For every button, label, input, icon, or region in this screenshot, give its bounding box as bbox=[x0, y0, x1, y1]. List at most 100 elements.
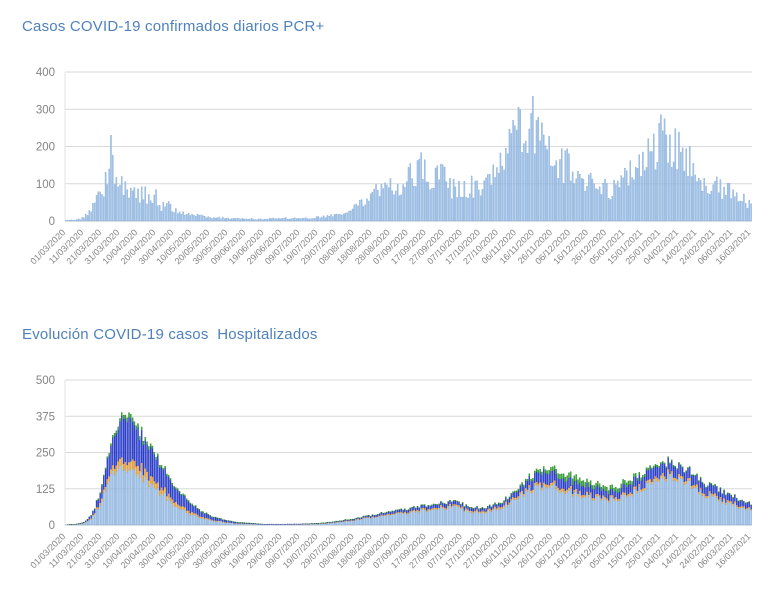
bar-segment-pcr_positive_daily bbox=[157, 205, 159, 222]
bar-segment-light-blue-series bbox=[220, 521, 222, 526]
bar-segment-pcr_positive_daily bbox=[521, 152, 523, 222]
bar-segment-pcr_positive_daily bbox=[737, 201, 740, 222]
bar-segment-green-series bbox=[198, 509, 201, 511]
bar-segment-royal-blue-series bbox=[575, 480, 577, 489]
bar-segment-pcr_positive_daily bbox=[660, 114, 662, 222]
bar-segment-pcr_positive_daily bbox=[534, 153, 536, 222]
bar-segment-pcr_positive_daily bbox=[402, 184, 404, 222]
bar-segment-light-blue-series bbox=[600, 500, 603, 526]
bar-segment-light-blue-series bbox=[218, 521, 220, 526]
bar-segment-pcr_positive_daily bbox=[81, 217, 83, 222]
bar-segment-royal-blue-series bbox=[717, 492, 720, 500]
bar-segment-light-blue-series bbox=[694, 487, 696, 526]
bar-segment-light-blue-series bbox=[546, 487, 549, 526]
bar-segment-orange-series bbox=[191, 511, 193, 515]
bar-segment-light-blue-series bbox=[487, 510, 489, 526]
bar-segment-royal-blue-series bbox=[521, 484, 523, 491]
bar-segment-royal-blue-series bbox=[478, 508, 480, 512]
bar-segment-royal-blue-series bbox=[386, 512, 388, 515]
bar-segment-light-blue-series bbox=[604, 498, 606, 526]
bar-segment-royal-blue-series bbox=[647, 470, 650, 480]
bar-segment-light-blue-series bbox=[467, 510, 469, 526]
bar-segment-royal-blue-series bbox=[149, 446, 152, 476]
bar-segment-light-blue-series bbox=[418, 512, 421, 526]
bar-segment-light-blue-series bbox=[169, 500, 172, 526]
bar-segment-green-series bbox=[142, 441, 145, 446]
bar-segment-orange-series bbox=[633, 486, 635, 490]
bar-segment-pcr_positive_daily bbox=[494, 177, 496, 222]
bar-segment-royal-blue-series bbox=[115, 433, 118, 466]
bar-segment-pcr_positive_daily bbox=[505, 148, 507, 222]
bar-segment-royal-blue-series bbox=[638, 474, 641, 484]
bar-segment-pcr_positive_daily bbox=[348, 211, 350, 222]
bar-segment-orange-series bbox=[490, 509, 493, 512]
bar-segment-green-series bbox=[94, 508, 96, 510]
bar-segment-royal-blue-series bbox=[519, 486, 522, 493]
bar-segment-pcr_positive_daily bbox=[622, 177, 624, 222]
bar-segment-royal-blue-series bbox=[699, 478, 702, 488]
bar-segment-royal-blue-series bbox=[708, 483, 711, 492]
bar-segment-pcr_positive_daily bbox=[173, 212, 175, 222]
bar-segment-green-series bbox=[470, 507, 473, 508]
bar-segment-light-blue-series bbox=[705, 497, 707, 526]
bar-segment-royal-blue-series bbox=[512, 492, 514, 498]
bar-segment-pcr_positive_daily bbox=[355, 203, 357, 222]
bar-segment-royal-blue-series bbox=[658, 467, 660, 480]
bar-segment-green-series bbox=[600, 487, 603, 491]
bar-segment-orange-series bbox=[470, 510, 473, 513]
bar-segment-light-blue-series bbox=[523, 496, 525, 526]
bar-segment-orange-series bbox=[613, 498, 615, 501]
bar-segment-pcr_positive_daily bbox=[707, 193, 709, 222]
bar-segment-royal-blue-series bbox=[557, 478, 559, 488]
bar-segment-pcr_positive_daily bbox=[83, 217, 85, 222]
bar-segment-light-blue-series bbox=[81, 523, 83, 526]
bar-segment-pcr_positive_daily bbox=[153, 194, 155, 222]
bar-segment-royal-blue-series bbox=[470, 507, 473, 511]
bar-segment-green-series bbox=[737, 500, 740, 502]
bar-segment-green-series bbox=[663, 462, 666, 465]
bar-segment-pcr_positive_daily bbox=[438, 179, 440, 222]
bar-segment-pcr_positive_daily bbox=[469, 193, 471, 222]
bar-segment-light-blue-series bbox=[422, 509, 424, 526]
bar-segment-pcr_positive_daily bbox=[185, 214, 188, 222]
bar-segment-royal-blue-series bbox=[535, 471, 538, 482]
bar-segment-light-blue-series bbox=[570, 488, 572, 526]
bar-segment-green-series bbox=[597, 480, 599, 486]
bar-segment-pcr_positive_daily bbox=[492, 164, 494, 222]
bar-segment-light-blue-series bbox=[654, 478, 657, 526]
bar-segment-pcr_positive_daily bbox=[398, 195, 401, 222]
bar-segment-orange-series bbox=[553, 480, 556, 484]
bar-segment-orange-series bbox=[506, 504, 509, 507]
bar-segment-green-series bbox=[436, 504, 439, 506]
bar-segment-pcr_positive_daily bbox=[699, 180, 702, 222]
bar-segment-orange-series bbox=[488, 508, 491, 511]
bar-segment-royal-blue-series bbox=[436, 504, 439, 509]
bar-segment-royal-blue-series bbox=[106, 458, 109, 480]
bar-segment-royal-blue-series bbox=[193, 506, 195, 514]
bar-segment-orange-series bbox=[95, 506, 98, 509]
bar-segment-green-series bbox=[461, 502, 464, 504]
bar-segment-light-blue-series bbox=[234, 523, 237, 526]
bar-segment-pcr_positive_daily bbox=[166, 203, 168, 222]
bar-segment-orange-series bbox=[683, 481, 686, 485]
bar-segment-pcr_positive_daily bbox=[207, 216, 210, 222]
bar-segment-pcr_positive_daily bbox=[380, 183, 383, 222]
bar-segment-orange-series bbox=[126, 464, 128, 473]
bar-segment-light-blue-series bbox=[629, 494, 631, 526]
bar-segment-light-blue-series bbox=[562, 491, 565, 526]
bar-segment-royal-blue-series bbox=[384, 512, 386, 515]
bar-segment-royal-blue-series bbox=[625, 487, 628, 496]
bar-segment-light-blue-series bbox=[739, 507, 741, 526]
bar-segment-pcr_positive_daily bbox=[95, 195, 98, 222]
bar-segment-green-series bbox=[667, 456, 669, 459]
bar-segment-pcr_positive_daily bbox=[568, 153, 570, 222]
bar-segment-pcr_positive_daily bbox=[391, 190, 393, 222]
bar-segment-green-series bbox=[683, 472, 686, 474]
bar-segment-royal-blue-series bbox=[223, 519, 226, 522]
bar-segment-pcr_positive_daily bbox=[366, 198, 368, 222]
bar-segment-green-series bbox=[586, 478, 588, 484]
bar-segment-light-blue-series bbox=[483, 512, 485, 526]
bar-segment-pcr_positive_daily bbox=[214, 218, 217, 222]
bar-segment-orange-series bbox=[687, 477, 689, 481]
bar-segment-royal-blue-series bbox=[362, 516, 365, 518]
